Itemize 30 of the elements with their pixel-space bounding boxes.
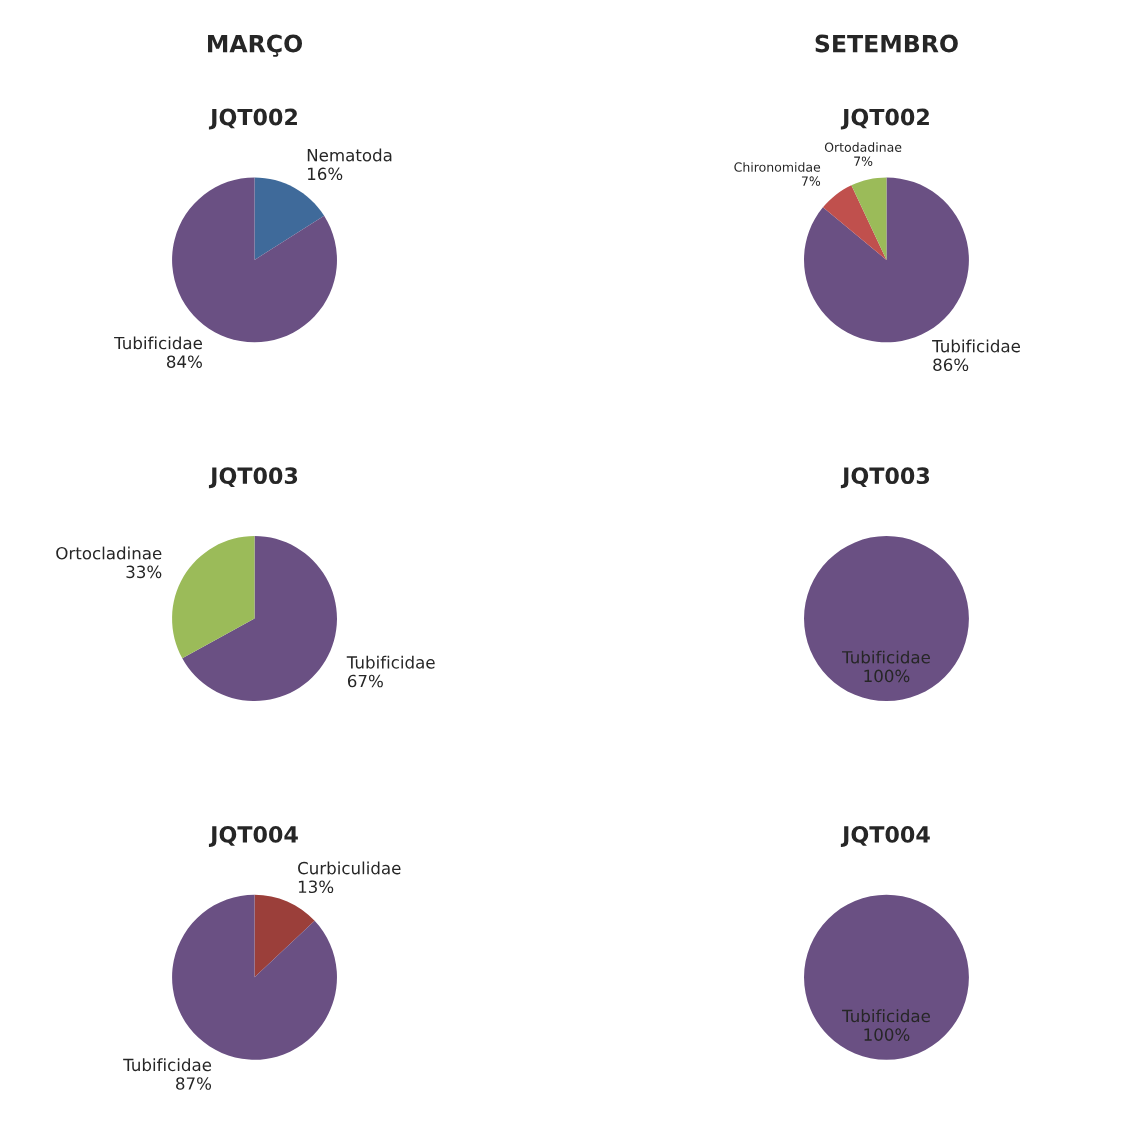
data-label: 7% [854, 156, 873, 166]
slice-label: Chironomidae [734, 162, 821, 172]
data-label: 7% [801, 176, 821, 186]
slice-label: Tubificidae [346, 655, 435, 669]
chart-title: JQT004 [208, 825, 298, 847]
data-label: 84% [166, 355, 202, 368]
slice-label: Curbiculidae [298, 861, 401, 875]
slice-label: Ortocladinae [56, 546, 162, 560]
data-label: 100% [864, 669, 910, 683]
slice-label: Tubificidae [842, 1009, 930, 1023]
chart-title: JQT003 [840, 467, 930, 489]
data-label: 16% [308, 167, 343, 181]
slice-label: Tubificidae [932, 339, 1020, 353]
data-label: 13% [298, 880, 334, 894]
chart-title: JQT002 [840, 108, 929, 130]
slice-label: Tubificidae [114, 336, 202, 350]
data-label: 33% [126, 565, 162, 579]
data-label: 100% [864, 1028, 910, 1041]
slice-label: Ortodadinae [824, 142, 902, 152]
slice-label: Nematoda [307, 148, 392, 162]
data-label: 67% [347, 674, 383, 688]
text: MARÇO [208, 34, 303, 57]
chart-title: JQT002 [208, 108, 297, 130]
chart-title: JQT004 [840, 825, 930, 847]
chart-title: JQT003 [208, 467, 298, 489]
data-label: 87% [176, 1077, 212, 1090]
data-label: 86% [933, 358, 969, 372]
text: SETEMBRO [815, 34, 958, 53]
slice-label: Tubificidae [123, 1058, 212, 1072]
slice-label: Tubificidae [842, 650, 930, 664]
